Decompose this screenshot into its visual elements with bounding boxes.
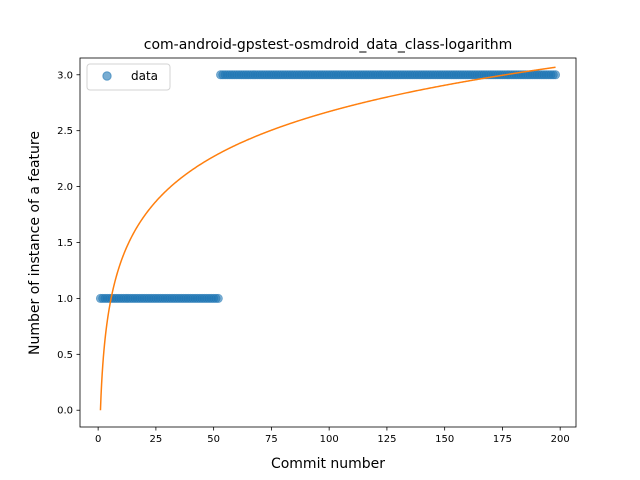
x-tick-label: 100 [320, 434, 339, 445]
y-tick-label: 0.0 [57, 406, 73, 417]
x-tick-label: 150 [435, 434, 454, 445]
y-tick-label: 2.0 [57, 182, 73, 193]
x-tick-label: 0 [95, 434, 101, 445]
x-tick-label: 200 [551, 434, 570, 445]
x-tick-label: 50 [207, 434, 220, 445]
legend: data [86, 63, 171, 91]
data-point [551, 70, 561, 80]
y-tick-label: 1.0 [57, 294, 73, 305]
fit-line [99, 66, 556, 411]
y-axis-ticks: 0.0 0.5 1.0 1.5 2.0 2.5 3.0 [57, 70, 80, 417]
plot-area [79, 57, 577, 428]
x-axis-ticks: 0 25 50 75 100 125 150 175 200 [95, 427, 570, 445]
legend-marker-data [102, 71, 112, 81]
x-axis-title: Commit number [271, 456, 385, 472]
y-tick-label: 2.5 [57, 126, 73, 137]
y-tick-label: 1.5 [57, 238, 73, 249]
chart-title: com-android-gpstest-osmdroid_data_class-… [144, 37, 512, 53]
y-tick-label: 3.0 [57, 70, 73, 81]
x-tick-label: 75 [265, 434, 278, 445]
legend-box [86, 63, 171, 91]
legend-label-data: data [131, 69, 158, 83]
x-tick-label: 25 [150, 434, 163, 445]
y-tick-label: 0.5 [57, 350, 73, 361]
x-tick-label: 175 [493, 434, 512, 445]
y-axis-title: Number of instance of a feature [27, 131, 43, 355]
data-point [213, 293, 223, 303]
x-tick-label: 125 [377, 434, 396, 445]
